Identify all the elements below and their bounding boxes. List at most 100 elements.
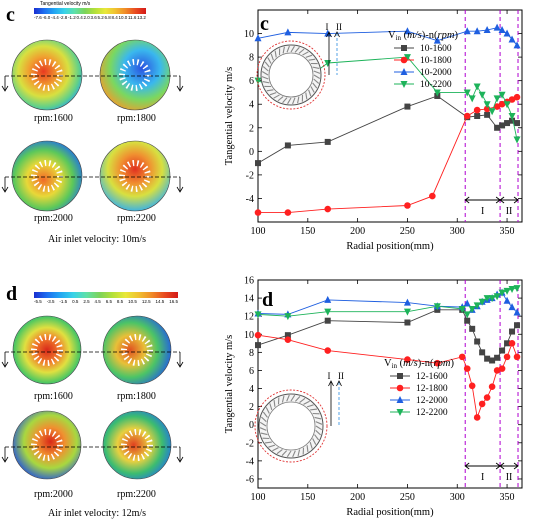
data-point-10-1600	[255, 160, 261, 167]
wheel-blade	[268, 444, 276, 448]
data-point-12-1600	[509, 328, 516, 335]
legend-label-12-2000: 12-2000	[416, 396, 448, 406]
data-point-10-1600	[404, 103, 411, 110]
data-point-12-1600	[474, 338, 481, 345]
data-point-10-1600	[504, 120, 511, 127]
wheel-blade	[294, 46, 300, 53]
data-point-10-1800	[473, 106, 481, 114]
wheel-blade	[309, 441, 313, 449]
wheel-blade	[314, 416, 322, 420]
legend-marker	[396, 409, 404, 416]
data-point-10-2200	[478, 91, 486, 99]
data-point-12-2000	[324, 295, 332, 303]
zone-arrow-head	[464, 196, 470, 204]
y-tick-label: -2	[246, 438, 254, 449]
data-point-12-2200	[508, 286, 516, 294]
wheel-blade	[262, 66, 269, 72]
wheel-blade	[259, 427, 267, 431]
y-tick-label: 10	[244, 29, 254, 40]
plot-frame	[257, 9, 523, 223]
data-point-12-2200	[284, 313, 292, 321]
zone-arrow-head	[464, 462, 470, 470]
legend-label-10-1800: 10-1800	[420, 56, 452, 66]
wheel-blade	[264, 61, 270, 68]
series-line-12-1600	[257, 309, 518, 361]
y-tick-label: 14	[244, 294, 254, 305]
data-point-10-1800	[493, 103, 501, 110]
data-point-12-1800	[473, 414, 481, 421]
contour-disk-1600-b	[12, 315, 82, 385]
wheel-blade	[292, 450, 296, 458]
data-point-10-1800	[324, 205, 332, 213]
data-point-10-2200	[493, 95, 501, 103]
inset-label-II: II	[338, 371, 344, 381]
data-point-12-2200	[463, 311, 471, 319]
contour-disk-2200	[99, 140, 171, 212]
panel-letter-c-left: c	[6, 4, 15, 26]
wheel-blade	[261, 76, 269, 80]
legend: Vin (m/s)-n(rpm) 12-1600 12-1800 12-2000 12-…	[384, 358, 454, 418]
rpm-label-2000-bottom: rpm:2000	[34, 489, 73, 500]
wheel-blade	[310, 408, 318, 411]
y-tick-label: 8	[249, 53, 254, 64]
data-point-10-2200	[488, 108, 496, 116]
inset-arrowhead-I	[328, 380, 334, 387]
rpm-label-2000-top: rpm:2000	[34, 213, 73, 224]
line-chart-d: 100 150 200 250 300 350 -6 -4 -2 0 2 4 6 8 10 12 14 16 Rad…	[224, 276, 523, 518]
inset-arrowhead-II	[334, 31, 340, 38]
series-line-10-1600	[257, 95, 518, 164]
data-point-12-2200	[483, 295, 491, 303]
data-point-10-1600	[284, 142, 291, 149]
data-point-12-2000	[463, 299, 471, 307]
legend-label-10-2000: 10-2000	[420, 68, 452, 78]
data-point-12-2000	[403, 298, 411, 306]
x-tick-label: 200	[350, 492, 365, 503]
data-point-12-2000	[513, 308, 521, 316]
y-tick-label: 0	[249, 147, 254, 158]
wheel-blade	[269, 92, 277, 96]
y-tick-label: 6	[249, 76, 254, 87]
y-tick-label: 2	[249, 123, 254, 134]
data-point-10-2000	[473, 27, 481, 35]
legend-marker	[400, 81, 408, 88]
data-point-10-2200	[508, 113, 516, 120]
wheel-blade	[314, 434, 320, 441]
wheel-blade	[270, 53, 274, 61]
data-point-12-1600	[324, 317, 331, 324]
data-point-12-1800	[493, 367, 501, 374]
wheel-hub	[268, 52, 314, 98]
wheel-blade	[261, 71, 269, 76]
wheel-blade	[302, 51, 309, 56]
data-point-12-1600	[404, 319, 411, 326]
y-tick-label: 4	[249, 100, 254, 111]
data-point-10-2000	[513, 41, 521, 49]
wheel-blade	[282, 97, 288, 104]
rpm-label-2200-bottom: rpm:2200	[117, 489, 156, 500]
colorbar-ticks-top: -7.6 -6.0 -4.4 -2.8 -1.2 0.4 2.0 3.6 5.2 6.8 8.4 10…	[34, 15, 146, 20]
data-point-12-1600	[255, 342, 261, 349]
wheel-blade	[262, 81, 270, 84]
data-point-12-2200	[403, 308, 411, 316]
y-tick-label: 8	[249, 348, 254, 359]
data-point-12-1600	[514, 322, 521, 329]
zone-arrow-head	[499, 462, 505, 470]
data-point-12-1600	[284, 332, 291, 339]
wheel-blade	[312, 82, 318, 89]
data-point-12-1800	[284, 336, 292, 343]
data-point-12-1600	[479, 349, 486, 356]
contour-disk-1800-b	[102, 315, 172, 385]
colorbar-ticks-bottom: -5.5 -3.5 -1.5 0.5 2.5 4.5 6.5 8.5 10.5 12.5 14.5 1…	[34, 299, 178, 304]
wheel-blade	[306, 445, 309, 453]
x-tick-label: 150	[300, 492, 315, 503]
legend-marker	[400, 68, 408, 75]
wheel-outer-dashed	[254, 389, 328, 463]
wheel-blade	[269, 403, 273, 411]
zone-arrow-head	[513, 196, 519, 204]
wheel-blade	[267, 57, 272, 64]
data-point-10-1800	[513, 93, 521, 101]
legend-label-12-2200: 12-2200	[416, 408, 448, 418]
zone-label-II: II	[506, 206, 513, 217]
wheel-blade	[308, 89, 312, 97]
data-point-10-2200	[498, 91, 506, 99]
colorbar-top	[34, 8, 146, 14]
